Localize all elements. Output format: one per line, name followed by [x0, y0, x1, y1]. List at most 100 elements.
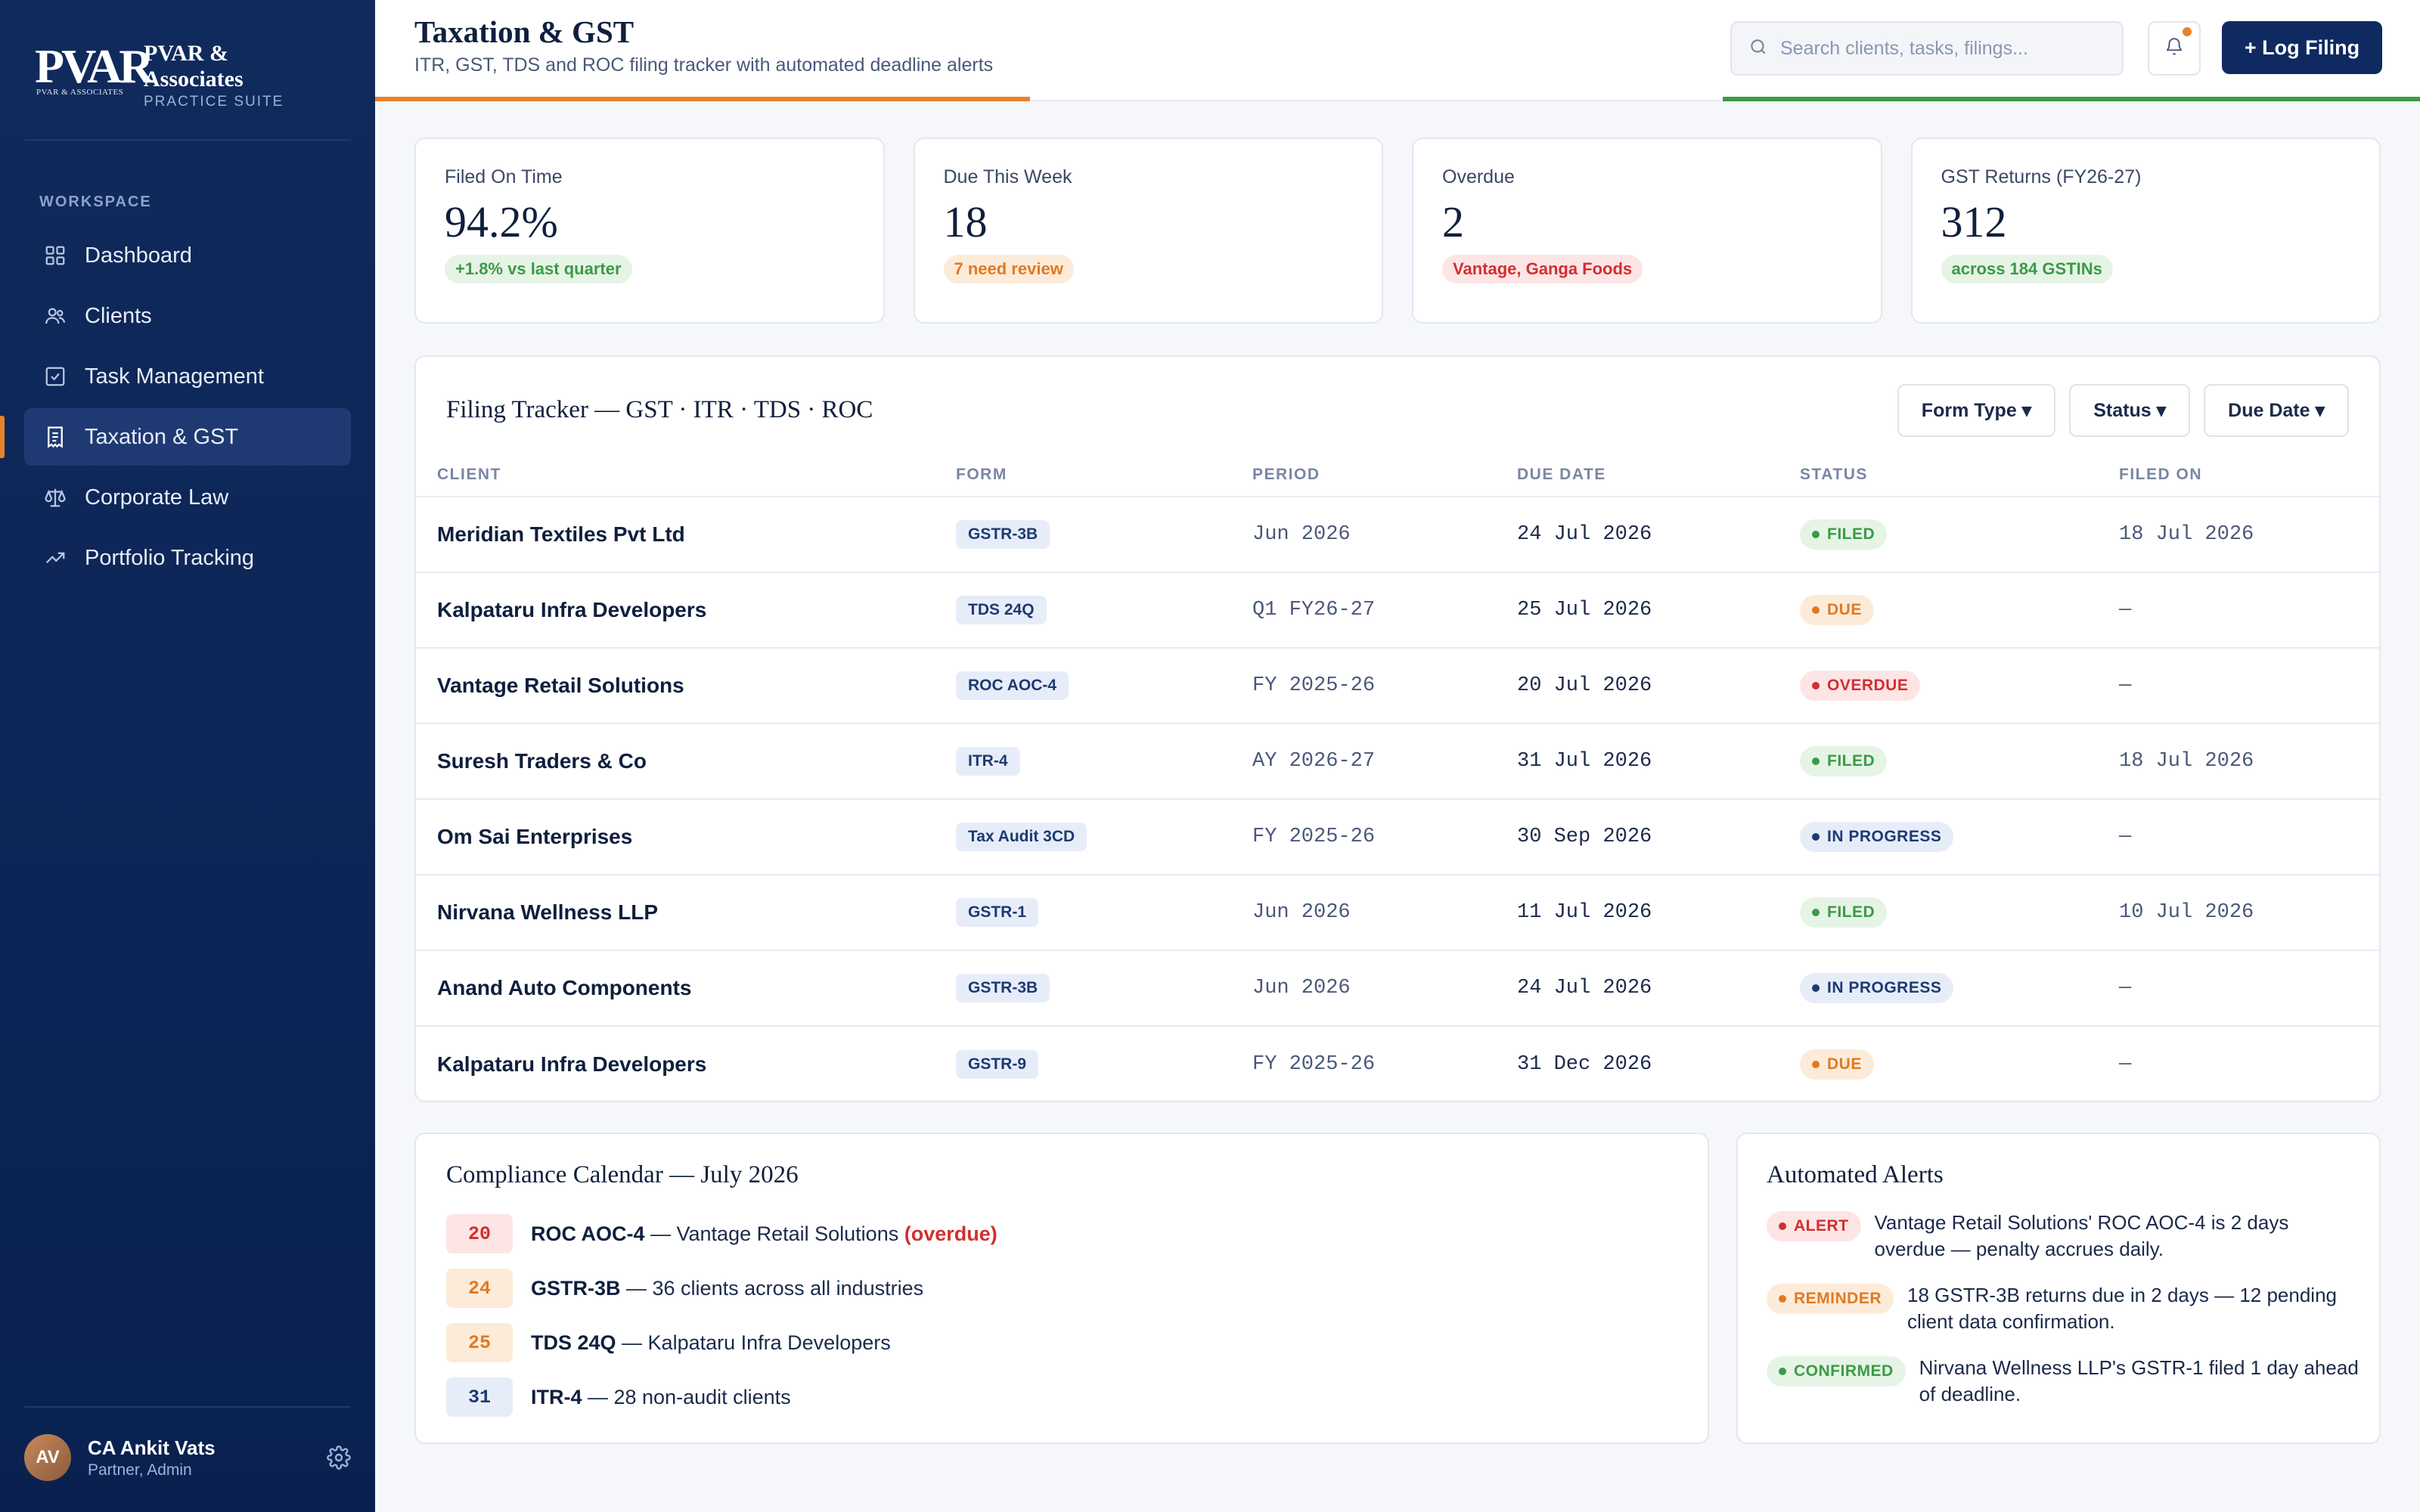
kpi-value: 18: [943, 197, 988, 246]
sidebar-item-dashboard[interactable]: Dashboard: [24, 227, 351, 284]
cell-filed-on: 18 Jul 2026: [2119, 523, 2254, 546]
cell-client: Meridian Textiles Pvt Ltd: [437, 522, 685, 546]
column-header-form[interactable]: FORM: [956, 466, 1007, 483]
calendar-item[interactable]: 25 TDS 24Q — Kalpataru Infra Developers: [446, 1323, 997, 1362]
cell-period: Jun 2026: [1252, 523, 1351, 546]
kpi-note: across 184 GSTINs: [1941, 255, 2113, 284]
sidebar-item-label: Portfolio Tracking: [85, 545, 255, 570]
notifications-button[interactable]: [2148, 21, 2201, 76]
scales-icon: [42, 485, 68, 510]
cell-period: FY 2025-26: [1252, 1053, 1376, 1076]
alert-item[interactable]: REMINDER 18 GSTR-3B returns due in 2 day…: [1767, 1282, 2364, 1335]
column-header-client[interactable]: CLIENT: [437, 466, 501, 483]
brand-logo-mark: PVAR: [35, 39, 154, 93]
calendar-day: 20: [446, 1214, 513, 1253]
calendar-text: GSTR-3B — 36 clients across all industri…: [531, 1276, 924, 1300]
sidebar-item-corporate-law[interactable]: Corporate Law: [24, 469, 351, 526]
filter-form-type[interactable]: Form Type ▾: [1897, 384, 2056, 437]
table-header: CLIENT FORM PERIOD DUE DATE STATUS FILED…: [416, 454, 2379, 497]
calendar-item[interactable]: 24 GSTR-3B — 36 clients across all indus…: [446, 1269, 997, 1308]
header-accent-bar-orange: [375, 97, 1030, 101]
brand[interactable]: PVAR PVAR & ASSOCIATES PVAR & Associates…: [35, 39, 284, 110]
filter-status[interactable]: Status ▾: [2069, 384, 2191, 437]
table-row[interactable]: Om Sai Enterprises Tax Audit 3CD FY 2025…: [416, 800, 2379, 875]
sidebar-item-taxation-gst[interactable]: Taxation & GST: [0, 408, 351, 466]
alert-item[interactable]: ALERT Vantage Retail Solutions' ROC AOC-…: [1767, 1210, 2364, 1263]
cell-form: GSTR-9: [956, 1050, 1039, 1079]
table-row[interactable]: Anand Auto Components GSTR-3B Jun 2026 2…: [416, 951, 2379, 1027]
table-body: Meridian Textiles Pvt Ltd GSTR-3B Jun 20…: [416, 497, 2379, 1101]
column-header-period[interactable]: PERIOD: [1252, 466, 1320, 483]
cell-period: Jun 2026: [1252, 901, 1351, 924]
table-row[interactable]: Vantage Retail Solutions ROC AOC-4 FY 20…: [416, 649, 2379, 724]
calendar-day: 31: [446, 1377, 513, 1417]
cell-client: Kalpataru Infra Developers: [437, 1052, 707, 1076]
user-role: Partner, Admin: [88, 1461, 192, 1479]
alerts-title: Automated Alerts: [1767, 1161, 1944, 1188]
table-row[interactable]: Suresh Traders & Co ITR-4 AY 2026-27 31 …: [416, 724, 2379, 800]
calendar-day: 24: [446, 1269, 513, 1308]
users-icon: [42, 303, 68, 329]
cell-client: Nirvana Wellness LLP: [437, 900, 659, 924]
column-header-status[interactable]: STATUS: [1800, 466, 1868, 483]
alert-tag: REMINDER: [1767, 1284, 1894, 1314]
status-badge: IN PROGRESS: [1800, 973, 1954, 1003]
cell-period: FY 2025-26: [1252, 826, 1376, 848]
column-header-due-date[interactable]: DUE DATE: [1517, 466, 1606, 483]
table-row[interactable]: Nirvana Wellness LLP GSTR-1 Jun 2026 11 …: [416, 875, 2379, 951]
gear-icon[interactable]: [327, 1445, 351, 1470]
bell-icon: [2164, 37, 2184, 60]
calendar-item[interactable]: 20 ROC AOC-4 — Vantage Retail Solutions …: [446, 1214, 997, 1253]
brand-tagline: PRACTICE SUITE: [144, 94, 284, 110]
cell-period: Q1 FY26-27: [1252, 599, 1376, 621]
cell-due-date: 31 Dec 2026: [1517, 1053, 1652, 1076]
kpi-card-filed-on-time[interactable]: Filed On Time 94.2% +1.8% vs last quarte…: [414, 138, 885, 324]
kpi-value: 2: [1442, 197, 1464, 246]
sidebar: PVAR PVAR & ASSOCIATES PVAR & Associates…: [0, 0, 375, 1512]
cell-due-date: 11 Jul 2026: [1517, 901, 1652, 924]
table-row[interactable]: Kalpataru Infra Developers GSTR-9 FY 202…: [416, 1027, 2379, 1101]
sidebar-bottom-divider: [24, 1406, 351, 1408]
sidebar-item-label: Clients: [85, 303, 152, 328]
calendar-text: TDS 24Q — Kalpataru Infra Developers: [531, 1331, 891, 1354]
status-badge: FILED: [1800, 746, 1888, 776]
table-row[interactable]: Meridian Textiles Pvt Ltd GSTR-3B Jun 20…: [416, 497, 2379, 573]
column-header-filed-on[interactable]: FILED ON: [2119, 466, 2202, 483]
calendar-item[interactable]: 31 ITR-4 — 28 non-audit clients: [446, 1377, 997, 1417]
kpi-card-gst-returns[interactable]: GST Returns (FY26-27) 312 across 184 GST…: [1910, 138, 2381, 324]
user-profile[interactable]: AV CA Ankit Vats Partner, Admin: [24, 1433, 351, 1482]
sidebar-item-label: Taxation & GST: [85, 424, 239, 449]
log-filing-button[interactable]: + Log Filing: [2222, 21, 2382, 74]
alert-item[interactable]: CONFIRMED Nirvana Wellness LLP's GSTR-1 …: [1767, 1355, 2364, 1408]
status-badge: IN PROGRESS: [1800, 822, 1954, 852]
cell-form: GSTR-3B: [956, 520, 1050, 549]
kpi-card-due-this-week[interactable]: Due This Week 18 7 need review: [913, 138, 1383, 324]
kpi-card-overdue[interactable]: Overdue 2 Vantage, Ganga Foods: [1412, 138, 1882, 324]
page-title: Taxation & GST: [414, 14, 634, 49]
kpi-value: 94.2%: [445, 197, 558, 246]
brand-logo-sub: PVAR & ASSOCIATES: [36, 88, 124, 97]
search-input[interactable]: [1780, 37, 2098, 60]
cell-due-date: 20 Jul 2026: [1517, 674, 1652, 697]
sidebar-item-clients[interactable]: Clients: [24, 287, 351, 345]
sidebar-section-label: WORKSPACE: [39, 194, 152, 210]
search-box[interactable]: [1730, 21, 2124, 76]
alert-message: Nirvana Wellness LLP's GSTR-1 filed 1 da…: [1919, 1356, 2359, 1405]
kpi-value: 312: [1941, 197, 2007, 246]
page-header: Taxation & GST ITR, GST, TDS and ROC fil…: [375, 0, 2420, 101]
kpi-note: +1.8% vs last quarter: [445, 255, 632, 284]
brand-name-line1: PVAR &: [144, 41, 228, 66]
calendar-day: 25: [446, 1323, 513, 1362]
cell-form: GSTR-3B: [956, 974, 1050, 1002]
compliance-calendar: Compliance Calendar — July 2026 20 ROC A…: [414, 1132, 1709, 1444]
tracker-title: Filing Tracker — GST · ITR · TDS · ROC: [446, 396, 873, 423]
cell-filed-on: —: [2119, 674, 2132, 697]
sidebar-item-task-management[interactable]: Task Management: [24, 348, 351, 405]
brand-logo: PVAR PVAR & ASSOCIATES: [35, 39, 154, 100]
page-subtitle: ITR, GST, TDS and ROC filing tracker wit…: [414, 54, 994, 76]
calendar-title: Compliance Calendar — July 2026: [446, 1161, 799, 1188]
alert-message: Vantage Retail Solutions' ROC AOC-4 is 2…: [1874, 1211, 2289, 1260]
table-row[interactable]: Kalpataru Infra Developers TDS 24Q Q1 FY…: [416, 573, 2379, 649]
sidebar-item-portfolio-tracking[interactable]: Portfolio Tracking: [24, 529, 351, 587]
filter-due-date[interactable]: Due Date ▾: [2204, 384, 2349, 437]
